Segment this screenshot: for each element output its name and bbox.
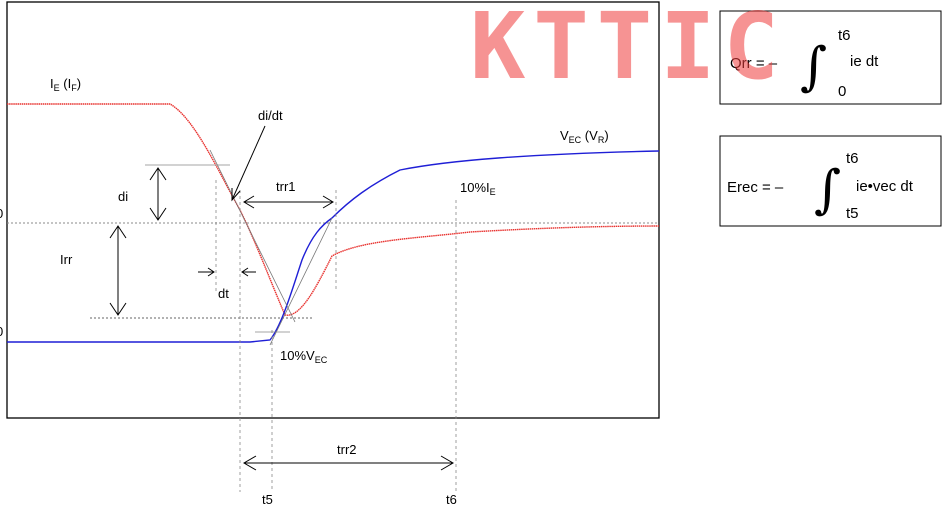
qrr-formula-box [719,10,942,105]
voltage-trace [7,150,660,343]
didt-pointer [231,125,266,201]
current-trace [7,103,660,316]
label-trr1: trr1 [276,179,296,194]
erec-lower-limit: t5 [846,205,859,222]
label-ie-if: IE (IF) [50,76,81,93]
voltage-slope-line [269,217,333,346]
label-irr: Irr [60,252,73,267]
label-didt: di/dt [258,108,283,123]
label-t5: t5 [262,492,273,507]
label-10pct-vec: 10%VEC [280,348,328,365]
qrr-upper-limit: t6 [838,27,851,44]
label-10pct-ie: 10%IE [460,180,496,197]
erec-lhs: Erec = – [727,179,784,196]
zero-label-lower: 0 [0,324,3,339]
qrr-lhs: Qrr = – [730,55,778,72]
watermark-logo: KTTIC [470,0,787,100]
erec-formula-box [719,135,942,227]
qrr-body: ie dt [850,53,879,70]
label-dt: dt [218,286,229,301]
erec-integral-sign: ∫ [814,160,841,220]
zero-label-upper: 0 [0,206,3,221]
erec-upper-limit: t6 [846,150,859,167]
qrr-lower-limit: 0 [838,83,846,100]
label-vec-vr: VEC (VR) [560,128,609,145]
slope-line [209,149,296,323]
qrr-integral-sign: ∫ [800,37,827,97]
plot-frame [6,1,660,419]
label-trr2: trr2 [337,442,357,457]
erec-body: ie•vec dt [856,178,914,195]
label-di: di [118,189,128,204]
label-t6: t6 [446,492,457,507]
